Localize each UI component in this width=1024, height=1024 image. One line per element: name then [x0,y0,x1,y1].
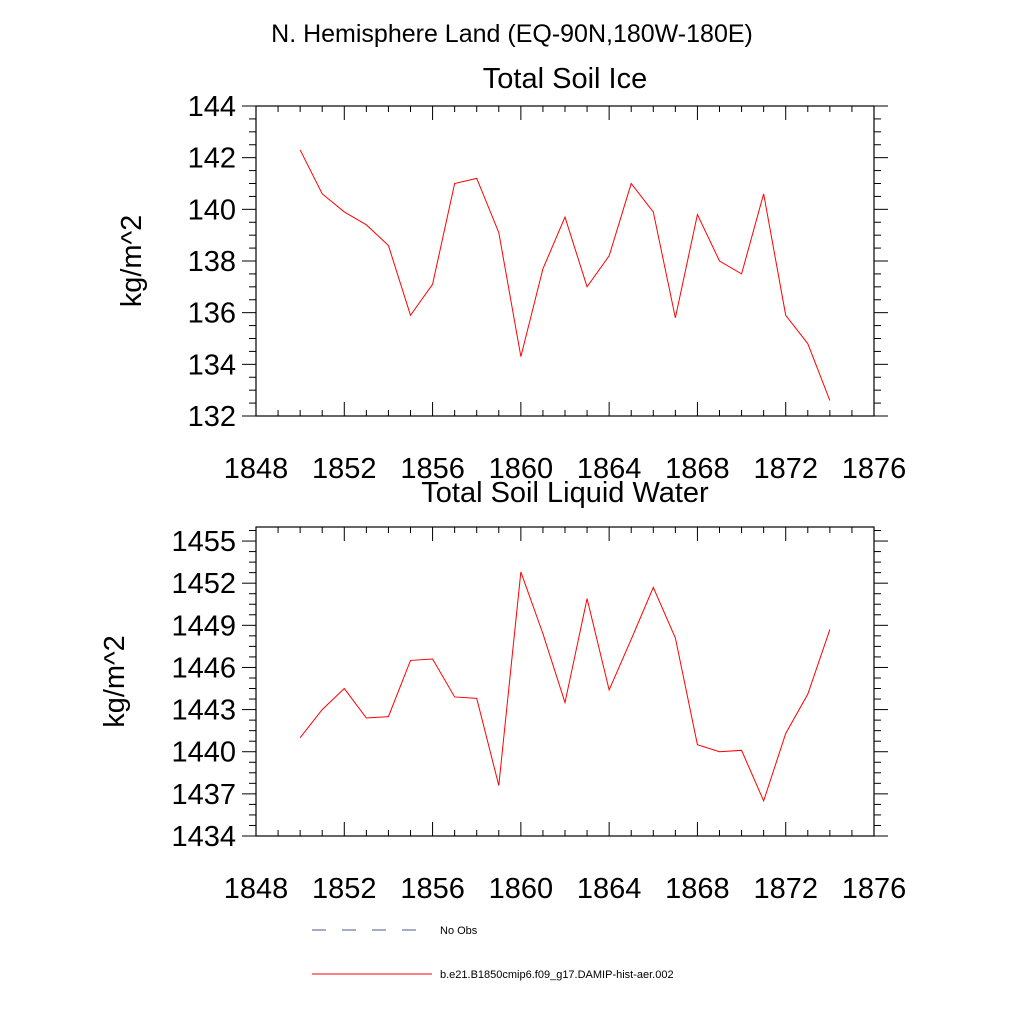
soil-ice-y-axis-label: kg/m^2 [116,215,148,308]
soil-ice-x-tick-label: 1864 [577,453,642,485]
soil-ice-x-tick-label: 1852 [312,453,377,485]
soil-liquid-water-y-tick-label: 1446 [171,652,236,684]
soil-ice-y-tick-label: 136 [188,298,236,330]
soil-ice-y-tick-label: 144 [188,91,236,123]
soil-liquid-water-x-tick-label: 1852 [312,873,377,905]
soil-ice-x-tick-label: 1876 [842,453,907,485]
soil-liquid-water-x-tick-label: 1848 [224,873,289,905]
soil-ice-x-tick-label: 1868 [665,453,730,485]
soil-liquid-water-y-tick-label: 1443 [171,695,236,727]
soil-liquid-water-panel: Total Soil Liquid Water 1848 1852 1856 1860 1… [99,477,906,905]
soil-ice-series-line [299,149,831,401]
soil-ice-x-tick-label: 1860 [489,453,554,485]
soil-ice-title: Total Soil Ice [483,63,647,95]
figure-title: N. Hemisphere Land (EQ-90N,180W-180E) [271,20,753,48]
soil-ice-y-tick-label: 134 [188,349,236,381]
legend-no-obs-label: No Obs [440,925,478,937]
soil-liquid-water-y-tick-label: 1440 [171,737,236,769]
soil-liquid-water-title: Total Soil Liquid Water [421,477,709,509]
soil-ice-x-tick-label: 1856 [400,453,465,485]
soil-liquid-water-x-tick-label: 1876 [842,873,907,905]
soil-liquid-water-y-tick-label: 1455 [171,526,236,558]
legend: No Obs b.e21.B1850cmip6.f09_g17.DAMIP-hi… [312,925,674,981]
soil-liquid-water-series-line [299,571,831,803]
soil-liquid-water-plot-frame [255,526,875,837]
soil-liquid-water-y-tick-label: 1452 [171,568,236,600]
soil-ice-y-tick-label: 140 [188,194,236,226]
soil-liquid-water-x-tick-label: 1864 [577,873,642,905]
soil-liquid-water-x-tick-label: 1872 [753,873,818,905]
soil-ice-panel: Total Soil Ice 1848 1852 1856 1860 1864 1868 18… [116,63,906,485]
soil-ice-plot-frame [255,105,875,417]
soil-ice-y-tick-label: 138 [188,246,236,278]
soil-ice-y-tick-label: 142 [188,143,236,175]
soil-liquid-water-x-tick-label: 1856 [400,873,465,905]
soil-liquid-water-y-tick-label: 1437 [171,779,236,811]
legend-model-label: b.e21.B1850cmip6.f09_g17.DAMIP-hist-aer.… [440,969,674,981]
soil-liquid-water-x-tick-label: 1868 [665,873,730,905]
soil-liquid-water-y-tick-label: 1434 [171,821,236,853]
soil-liquid-water-x-tick-label: 1860 [489,873,554,905]
soil-ice-x-tick-label: 1872 [753,453,818,485]
soil-liquid-water-y-axis-label: kg/m^2 [99,635,131,728]
soil-ice-x-tick-label: 1848 [224,453,289,485]
soil-ice-y-tick-label: 132 [188,401,236,433]
soil-liquid-water-y-tick-label: 1449 [171,610,236,642]
